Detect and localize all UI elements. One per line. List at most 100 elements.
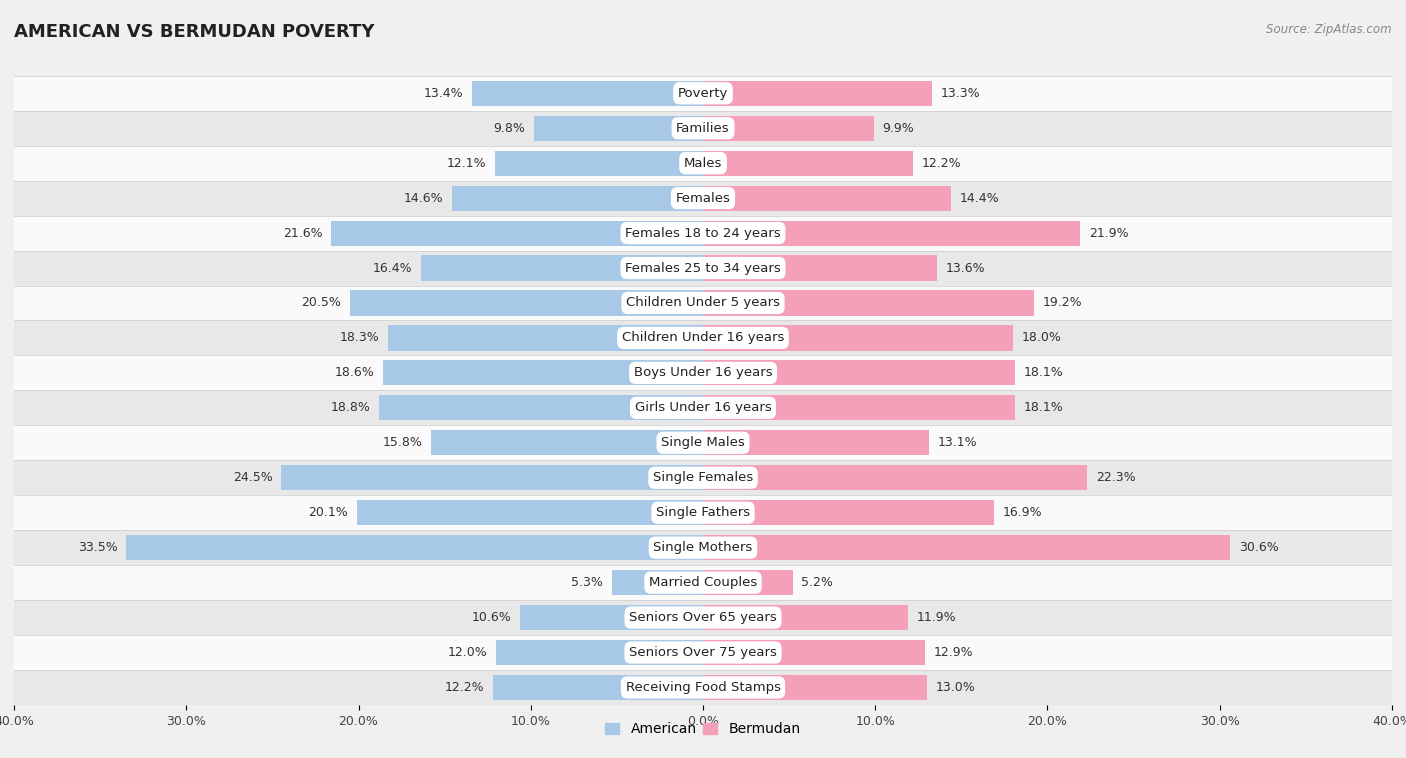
Text: 13.3%: 13.3% bbox=[941, 86, 980, 100]
Bar bbox=[127, 535, 703, 560]
Bar bbox=[703, 431, 928, 456]
Text: 22.3%: 22.3% bbox=[1095, 471, 1135, 484]
Text: Receiving Food Stamps: Receiving Food Stamps bbox=[626, 681, 780, 694]
Text: 13.0%: 13.0% bbox=[935, 681, 976, 694]
Text: 12.2%: 12.2% bbox=[444, 681, 484, 694]
Text: 19.2%: 19.2% bbox=[1042, 296, 1083, 309]
Legend: American, Bermudan: American, Bermudan bbox=[600, 717, 806, 742]
Text: 14.6%: 14.6% bbox=[404, 192, 443, 205]
Text: Seniors Over 75 years: Seniors Over 75 years bbox=[628, 646, 778, 659]
Text: Families: Families bbox=[676, 122, 730, 135]
Bar bbox=[703, 640, 925, 665]
Bar bbox=[703, 570, 793, 595]
Bar bbox=[703, 535, 1230, 560]
Bar bbox=[420, 255, 703, 280]
Bar bbox=[14, 180, 1392, 215]
Text: Children Under 16 years: Children Under 16 years bbox=[621, 331, 785, 344]
Text: 18.6%: 18.6% bbox=[335, 366, 374, 380]
Bar bbox=[703, 500, 994, 525]
Bar bbox=[14, 251, 1392, 286]
Text: 18.1%: 18.1% bbox=[1024, 401, 1063, 415]
Text: 21.6%: 21.6% bbox=[283, 227, 322, 240]
Bar bbox=[14, 530, 1392, 565]
Text: Single Fathers: Single Fathers bbox=[657, 506, 749, 519]
Text: 18.3%: 18.3% bbox=[339, 331, 380, 344]
Text: 13.4%: 13.4% bbox=[425, 86, 464, 100]
Text: 16.4%: 16.4% bbox=[373, 262, 412, 274]
Text: 16.9%: 16.9% bbox=[1002, 506, 1042, 519]
Bar bbox=[703, 80, 932, 106]
Bar bbox=[281, 465, 703, 490]
Text: Females: Females bbox=[675, 192, 731, 205]
Text: 12.1%: 12.1% bbox=[446, 157, 486, 170]
Text: 20.1%: 20.1% bbox=[308, 506, 349, 519]
Text: Girls Under 16 years: Girls Under 16 years bbox=[634, 401, 772, 415]
Bar bbox=[472, 80, 703, 106]
Bar bbox=[703, 360, 1015, 386]
Bar bbox=[14, 635, 1392, 670]
Bar bbox=[703, 605, 908, 630]
Text: 18.1%: 18.1% bbox=[1024, 366, 1063, 380]
Bar bbox=[14, 356, 1392, 390]
Bar bbox=[350, 290, 703, 315]
Bar bbox=[14, 76, 1392, 111]
Bar bbox=[496, 640, 703, 665]
Bar bbox=[703, 151, 912, 176]
Bar bbox=[495, 151, 703, 176]
Text: Boys Under 16 years: Boys Under 16 years bbox=[634, 366, 772, 380]
Bar bbox=[703, 186, 950, 211]
Bar bbox=[388, 325, 703, 350]
Bar bbox=[357, 500, 703, 525]
Text: 12.9%: 12.9% bbox=[934, 646, 973, 659]
Bar bbox=[703, 325, 1012, 350]
Bar bbox=[14, 390, 1392, 425]
Bar bbox=[14, 146, 1392, 180]
Text: 14.4%: 14.4% bbox=[960, 192, 1000, 205]
Text: 5.2%: 5.2% bbox=[801, 576, 832, 589]
Text: 30.6%: 30.6% bbox=[1239, 541, 1278, 554]
Bar bbox=[534, 116, 703, 141]
Bar bbox=[520, 605, 703, 630]
Text: Married Couples: Married Couples bbox=[650, 576, 756, 589]
Text: 18.0%: 18.0% bbox=[1022, 331, 1062, 344]
Text: 13.6%: 13.6% bbox=[946, 262, 986, 274]
Bar bbox=[703, 675, 927, 700]
Text: Seniors Over 65 years: Seniors Over 65 years bbox=[628, 611, 778, 624]
Bar bbox=[14, 600, 1392, 635]
Text: 12.0%: 12.0% bbox=[449, 646, 488, 659]
Bar bbox=[430, 431, 703, 456]
Bar bbox=[14, 565, 1392, 600]
Bar bbox=[703, 465, 1087, 490]
Text: 9.9%: 9.9% bbox=[882, 122, 914, 135]
Bar bbox=[612, 570, 703, 595]
Bar bbox=[451, 186, 703, 211]
Bar bbox=[703, 395, 1015, 421]
Bar bbox=[380, 395, 703, 421]
Bar bbox=[14, 111, 1392, 146]
Text: 21.9%: 21.9% bbox=[1088, 227, 1129, 240]
Text: 20.5%: 20.5% bbox=[301, 296, 342, 309]
Bar bbox=[14, 321, 1392, 356]
Bar bbox=[382, 360, 703, 386]
Text: Single Mothers: Single Mothers bbox=[654, 541, 752, 554]
Text: 5.3%: 5.3% bbox=[571, 576, 603, 589]
Bar bbox=[14, 670, 1392, 705]
Text: AMERICAN VS BERMUDAN POVERTY: AMERICAN VS BERMUDAN POVERTY bbox=[14, 23, 374, 41]
Bar bbox=[14, 460, 1392, 495]
Text: Males: Males bbox=[683, 157, 723, 170]
Text: 12.2%: 12.2% bbox=[922, 157, 962, 170]
Bar bbox=[703, 116, 873, 141]
Text: 33.5%: 33.5% bbox=[77, 541, 117, 554]
Text: Single Males: Single Males bbox=[661, 437, 745, 449]
Bar bbox=[14, 286, 1392, 321]
Bar bbox=[330, 221, 703, 246]
Text: 9.8%: 9.8% bbox=[494, 122, 526, 135]
Text: Source: ZipAtlas.com: Source: ZipAtlas.com bbox=[1267, 23, 1392, 36]
Text: Poverty: Poverty bbox=[678, 86, 728, 100]
Text: Children Under 5 years: Children Under 5 years bbox=[626, 296, 780, 309]
Text: Females 18 to 24 years: Females 18 to 24 years bbox=[626, 227, 780, 240]
Text: 18.8%: 18.8% bbox=[330, 401, 371, 415]
Text: 11.9%: 11.9% bbox=[917, 611, 956, 624]
Text: 15.8%: 15.8% bbox=[382, 437, 422, 449]
Bar bbox=[494, 675, 703, 700]
